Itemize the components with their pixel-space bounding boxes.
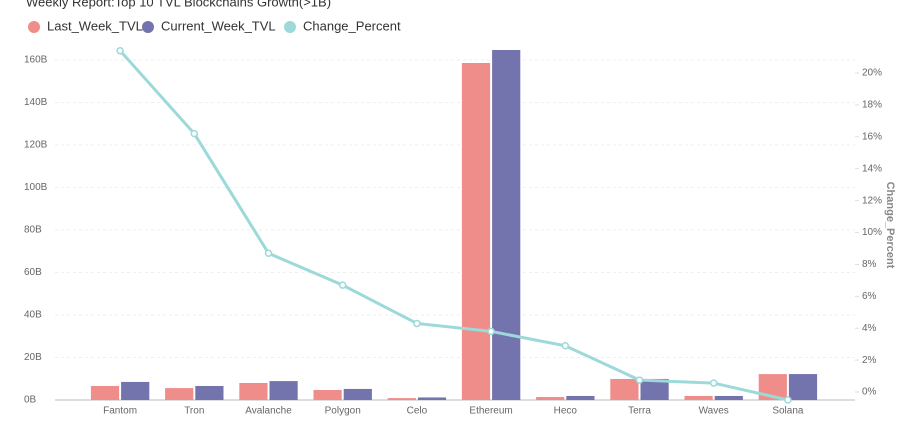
- bar: [269, 381, 298, 400]
- x-tick-label: Heco: [554, 406, 578, 417]
- y-tick-label: 0B: [24, 395, 37, 406]
- bar: [387, 398, 416, 400]
- line-point: [709, 379, 718, 387]
- legend-marker: [142, 21, 154, 33]
- bar: [239, 383, 268, 400]
- y2-tick-label: 16%: [862, 131, 882, 142]
- bar: [788, 374, 818, 400]
- line-point: [487, 327, 495, 336]
- y-tick-label: 40B: [24, 310, 42, 321]
- y-tick-label: 20B: [24, 352, 42, 363]
- y-tick-label: 140B: [24, 97, 48, 108]
- bar: [536, 397, 565, 400]
- x-tick-label: Ethereum: [469, 406, 512, 417]
- chart-title: Weekly Report:Top 10 TVL Blockchains Gro…: [26, 0, 331, 9]
- y2-tick-label: 18%: [862, 100, 882, 111]
- bar: [714, 395, 743, 400]
- legend-label: Last_Week_TVL: [47, 18, 143, 33]
- y2-tick-label: 12%: [862, 195, 882, 206]
- legend-marker: [28, 21, 40, 33]
- y2-tick-label: 0%: [862, 387, 877, 398]
- y2-tick-label: 2%: [862, 355, 877, 366]
- line: [118, 49, 789, 402]
- y-tick-label: 60B: [24, 267, 42, 278]
- y2-tick-label: 14%: [862, 163, 882, 174]
- x-tick-label: Waves: [699, 406, 729, 417]
- y2-axis-title: Change_Percent: [884, 182, 896, 269]
- legend-label: Change_Percent: [303, 18, 401, 33]
- bar: [610, 378, 639, 400]
- y-tick-label: 100B: [24, 182, 48, 193]
- y2-tick-label: 4%: [862, 323, 877, 334]
- y2-tick-label: 6%: [862, 291, 877, 302]
- line-point: [190, 129, 199, 138]
- y2-tick-label: 10%: [862, 227, 882, 238]
- line-point: [264, 249, 273, 258]
- y-tick-label: 120B: [24, 140, 48, 151]
- bar: [417, 397, 447, 400]
- x-tick-label: Fantom: [103, 406, 137, 417]
- bar: [90, 385, 120, 400]
- line-point: [413, 319, 421, 328]
- line-point: [784, 396, 792, 404]
- y2-tick-label: 8%: [862, 259, 877, 270]
- bar: [492, 50, 521, 400]
- legend-marker: [284, 21, 296, 33]
- bar: [566, 395, 595, 400]
- bar: [640, 378, 669, 400]
- x-tick-label: Solana: [772, 406, 804, 417]
- x-tick-label: Celo: [407, 406, 428, 417]
- legend-label: Current_Week_TVL: [161, 18, 276, 33]
- bar: [313, 390, 342, 400]
- x-tick-label: Polygon: [325, 406, 361, 417]
- bar: [165, 388, 194, 400]
- bar: [461, 62, 491, 400]
- bar: [121, 381, 150, 400]
- bar: [195, 385, 224, 400]
- bar: [684, 395, 713, 400]
- y2-tick-label: 20%: [862, 68, 882, 79]
- line-point: [116, 46, 124, 55]
- x-tick-label: Tron: [184, 406, 204, 417]
- line-point: [338, 281, 347, 289]
- y-tick-label: 160B: [24, 55, 48, 66]
- line-point: [561, 342, 570, 350]
- y-tick-label: 80B: [24, 225, 42, 236]
- x-tick-label: Avalanche: [245, 406, 292, 417]
- line-point: [635, 376, 644, 384]
- x-tick-label: Terra: [628, 406, 651, 417]
- bar: [343, 388, 372, 400]
